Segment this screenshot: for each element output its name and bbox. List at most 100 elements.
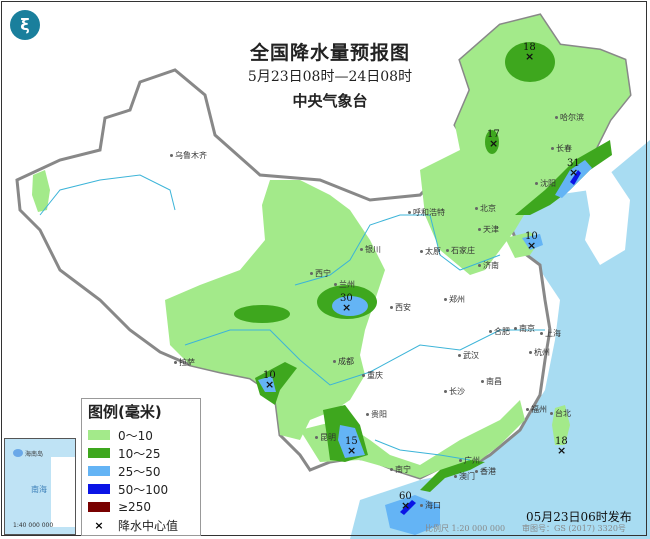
legend-swatch: [88, 430, 110, 440]
issue-time: 05月23日06时发布: [526, 510, 632, 524]
map-approval-number: 审图号：GS (2017) 3320号: [522, 524, 626, 533]
city-label: 昆明: [315, 432, 336, 443]
city-name: 澳门: [459, 472, 475, 481]
rain-area-0-10-taiwan: [552, 405, 570, 445]
legend: 图例(毫米) 0～10 10～25 25～50 50～100 ≥250 × 降水中心值: [81, 398, 201, 536]
legend-item: 50～100: [88, 480, 200, 498]
city-dot-icon: [540, 332, 543, 335]
city-dot-icon: [481, 380, 484, 383]
city-label: 上海: [540, 328, 561, 339]
korea-land: [585, 170, 630, 265]
tarim-river: [39, 174, 176, 216]
city-dot-icon: [475, 207, 478, 210]
rain-center-marker-icon: ×: [527, 239, 537, 252]
city-label: 杭州: [529, 347, 550, 358]
city-name: 杭州: [534, 348, 550, 357]
rain-center-value: 31: [567, 158, 580, 169]
city-dot-icon: [420, 250, 423, 253]
city-dot-icon: [454, 475, 457, 478]
rain-center-marker-icon: ×: [525, 50, 535, 63]
city-dot-icon: [333, 360, 336, 363]
city-dot-icon: [315, 436, 318, 439]
rain-center-marker-icon: ×: [265, 378, 275, 391]
rain-area-10-25-innermongolia: [485, 130, 499, 154]
rain-area-25-50-yunnan-south: [338, 425, 365, 458]
city-dot-icon: [444, 390, 447, 393]
city-dot-icon: [459, 459, 462, 462]
city-label: 澳门: [454, 471, 475, 482]
issuing-agency: 中央气象台: [292, 92, 368, 110]
rain-center-value: 60: [399, 491, 412, 502]
legend-label: ≥250: [118, 500, 151, 514]
city-name: 福州: [531, 405, 547, 414]
city-dot-icon: [360, 248, 363, 251]
city-dot-icon: [535, 182, 538, 185]
city-label: 郑州: [444, 294, 465, 305]
city-name: 兰州: [339, 280, 355, 289]
city-label: 南宁: [390, 464, 411, 475]
city-label: 福州: [526, 404, 547, 415]
center-marker-icon: ×: [94, 518, 104, 532]
city-dot-icon: [310, 272, 313, 275]
rain-center-marker-icon: ×: [342, 301, 352, 314]
legend-swatch: [88, 466, 110, 476]
city-name: 太原: [425, 247, 441, 256]
city-dot-icon: [408, 211, 411, 214]
city-dot-icon: [170, 154, 173, 157]
city-dot-icon: [550, 412, 553, 415]
city-name: 呼和浩特: [413, 208, 445, 217]
city-label: 南昌: [481, 376, 502, 387]
legend-swatch: [88, 502, 110, 512]
city-label: 北京: [475, 203, 496, 214]
city-dot-icon: [475, 470, 478, 473]
city-dot-icon: [366, 413, 369, 416]
legend-label: 10～25: [118, 446, 161, 461]
city-label: 石家庄: [446, 245, 475, 256]
east-sea: [350, 140, 650, 539]
legend-swatch: [88, 448, 110, 458]
city-name: 西宁: [315, 269, 331, 278]
city-dot-icon: [444, 298, 447, 301]
rain-center-marker-icon: ×: [401, 499, 411, 512]
rain-area-0-10-northeast: [420, 15, 630, 275]
map-scale: 比例尺 1:20 000 000: [425, 524, 506, 533]
rain-center-marker-icon: ×: [569, 166, 579, 179]
city-name: 郑州: [449, 295, 465, 304]
city-name: 香港: [480, 467, 496, 476]
city-label: 乌鲁木齐: [170, 150, 207, 161]
city-name: 石家庄: [451, 246, 475, 255]
cma-logo-icon: ξ: [10, 10, 40, 40]
city-dot-icon: [526, 408, 529, 411]
city-name: 沈阳: [540, 179, 556, 188]
rain-center-value: 10: [263, 370, 276, 381]
legend-title: 图例(毫米): [88, 403, 162, 421]
rain-area-25-50-gansu: [332, 296, 368, 316]
legend-swatch: [88, 484, 110, 494]
south-china-sea-inset: 海南岛 南海 1:40 000 000: [4, 438, 76, 535]
city-dot-icon: [446, 249, 449, 252]
city-dot-icon: [478, 228, 481, 231]
legend-label: 50～100: [118, 482, 169, 497]
city-name: 贵阳: [371, 410, 387, 419]
city-label: 西安: [390, 302, 411, 313]
rain-center-marker-icon: ×: [347, 444, 357, 457]
legend-item: ≥250: [88, 498, 200, 516]
inset-sea-label: 南海: [31, 485, 47, 494]
city-label: 合肥: [489, 326, 510, 337]
city-name: 天津: [483, 225, 499, 234]
city-dot-icon: [529, 351, 532, 354]
inset-scale: 1:40 000 000: [13, 522, 54, 529]
city-label: 南京: [514, 323, 535, 334]
rain-area-25-50-shandong: [522, 234, 543, 250]
city-name: 台北: [555, 409, 571, 418]
city-dot-icon: [478, 264, 481, 267]
city-dot-icon: [555, 116, 558, 119]
city-name: 拉萨: [179, 358, 195, 367]
city-name: 武汉: [463, 351, 479, 360]
rain-area-10-25-heilongjiang: [505, 42, 555, 82]
legend-item: 0～10: [88, 426, 200, 444]
inset-land: [51, 457, 75, 527]
